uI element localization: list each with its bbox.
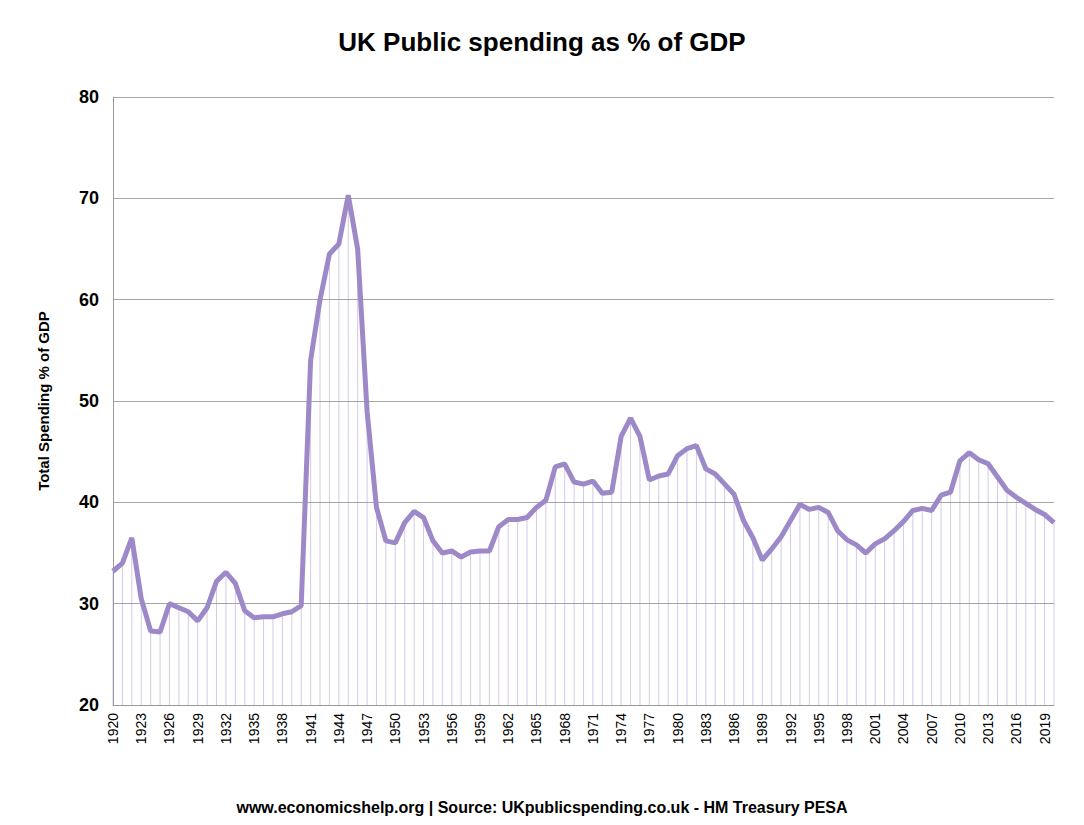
- svg-text:1980: 1980: [670, 713, 686, 744]
- svg-text:1992: 1992: [783, 713, 799, 744]
- svg-text:1995: 1995: [811, 713, 827, 744]
- svg-text:UK Public spending as % of GDP: UK Public spending as % of GDP: [338, 27, 745, 57]
- svg-text:2013: 2013: [980, 713, 996, 744]
- svg-text:2010: 2010: [952, 713, 968, 744]
- svg-text:2016: 2016: [1008, 713, 1024, 744]
- svg-text:1932: 1932: [218, 713, 234, 744]
- svg-text:1983: 1983: [698, 713, 714, 744]
- svg-text:80: 80: [79, 87, 99, 107]
- svg-text:1941: 1941: [303, 713, 319, 744]
- svg-text:1938: 1938: [274, 713, 290, 744]
- svg-text:70: 70: [79, 188, 99, 208]
- svg-text:40: 40: [79, 492, 99, 512]
- svg-text:1923: 1923: [133, 713, 149, 744]
- svg-text:www.economicshelp.org | Source: www.economicshelp.org | Source: UKpublic…: [235, 799, 848, 816]
- svg-text:2001: 2001: [867, 713, 883, 744]
- svg-text:2004: 2004: [895, 713, 911, 744]
- svg-text:1929: 1929: [190, 713, 206, 744]
- svg-text:1998: 1998: [839, 713, 855, 744]
- svg-text:1935: 1935: [246, 713, 262, 744]
- svg-text:1962: 1962: [500, 713, 516, 744]
- svg-text:2007: 2007: [924, 713, 940, 744]
- svg-text:1965: 1965: [528, 713, 544, 744]
- svg-text:1956: 1956: [444, 713, 460, 744]
- svg-text:1977: 1977: [641, 713, 657, 744]
- svg-text:1926: 1926: [161, 713, 177, 744]
- svg-text:1920: 1920: [105, 713, 121, 744]
- svg-text:60: 60: [79, 290, 99, 310]
- svg-text:1953: 1953: [416, 713, 432, 744]
- svg-text:1971: 1971: [585, 713, 601, 744]
- svg-text:1989: 1989: [754, 713, 770, 744]
- svg-text:Total Spending % of GDP: Total Spending % of GDP: [35, 311, 52, 491]
- svg-text:1986: 1986: [726, 713, 742, 744]
- svg-text:1950: 1950: [387, 713, 403, 744]
- svg-text:1968: 1968: [557, 713, 573, 744]
- svg-text:20: 20: [79, 695, 99, 715]
- svg-text:1974: 1974: [613, 713, 629, 744]
- svg-text:50: 50: [79, 391, 99, 411]
- svg-text:30: 30: [79, 594, 99, 614]
- svg-text:2019: 2019: [1037, 713, 1053, 744]
- svg-text:1947: 1947: [359, 713, 375, 744]
- svg-text:1944: 1944: [331, 713, 347, 744]
- svg-text:1959: 1959: [472, 713, 488, 744]
